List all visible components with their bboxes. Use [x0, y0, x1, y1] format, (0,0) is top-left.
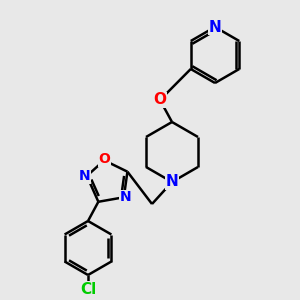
Text: O: O	[98, 152, 110, 166]
Text: N: N	[166, 175, 178, 190]
Text: N: N	[79, 169, 91, 183]
Text: O: O	[154, 92, 166, 107]
Text: N: N	[208, 20, 221, 34]
Text: N: N	[120, 190, 132, 204]
Text: Cl: Cl	[80, 281, 96, 296]
